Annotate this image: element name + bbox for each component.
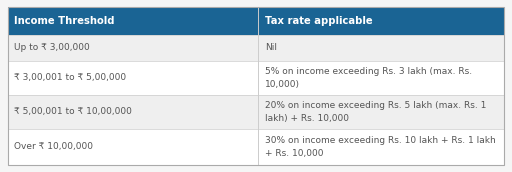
Bar bbox=[8, 61, 504, 95]
Bar bbox=[8, 95, 504, 129]
Text: Over ₹ 10,00,000: Over ₹ 10,00,000 bbox=[14, 142, 93, 152]
Text: Nil: Nil bbox=[265, 43, 276, 52]
Text: ₹ 3,00,001 to ₹ 5,00,000: ₹ 3,00,001 to ₹ 5,00,000 bbox=[14, 73, 126, 82]
Text: Income Threshold: Income Threshold bbox=[14, 16, 114, 26]
Text: ₹ 5,00,001 to ₹ 10,00,000: ₹ 5,00,001 to ₹ 10,00,000 bbox=[14, 107, 132, 116]
Text: Up to ₹ 3,00,000: Up to ₹ 3,00,000 bbox=[14, 43, 90, 52]
Text: 5% on income exceeding Rs. 3 lakh (max. Rs.
10,000): 5% on income exceeding Rs. 3 lakh (max. … bbox=[265, 67, 472, 89]
Bar bbox=[8, 129, 504, 165]
Bar bbox=[8, 35, 504, 61]
Bar bbox=[8, 7, 504, 35]
Text: 20% on income exceeding Rs. 5 lakh (max. Rs. 1
lakh) + Rs. 10,000: 20% on income exceeding Rs. 5 lakh (max.… bbox=[265, 101, 486, 123]
Text: 30% on income exceeding Rs. 10 lakh + Rs. 1 lakh
+ Rs. 10,000: 30% on income exceeding Rs. 10 lakh + Rs… bbox=[265, 136, 496, 158]
Text: Tax rate applicable: Tax rate applicable bbox=[265, 16, 372, 26]
